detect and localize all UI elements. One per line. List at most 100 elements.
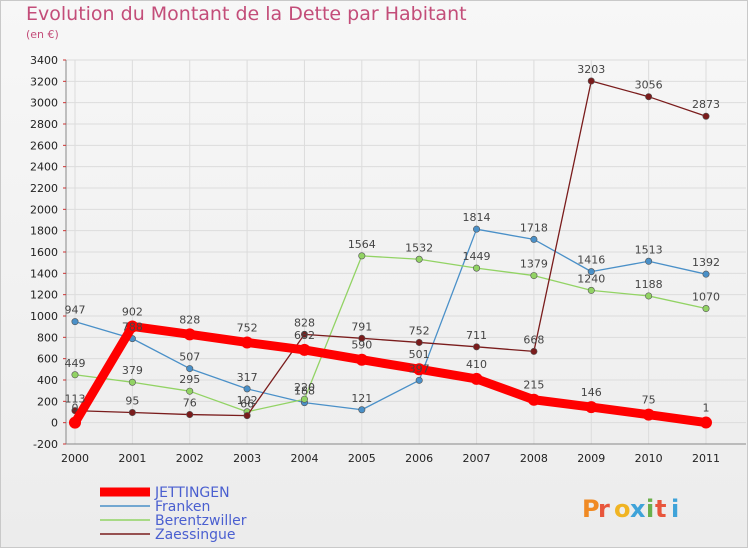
data-label: 752 [409, 324, 430, 337]
y-tick-label: 3200 [30, 75, 58, 88]
data-point [702, 270, 710, 278]
data-label: 507 [179, 351, 200, 364]
data-point [358, 252, 366, 260]
data-label: 1392 [692, 256, 720, 269]
data-point [473, 264, 481, 272]
y-tick-label: 0 [51, 417, 58, 430]
data-label: 1532 [405, 241, 433, 254]
data-label: 791 [351, 320, 372, 333]
data-label: 947 [65, 304, 86, 317]
data-labels: 947 788 507 317 188 121 397 1814 1718 1416 1513 139… [65, 63, 721, 415]
data-label: 220 [294, 381, 315, 394]
data-point [702, 305, 710, 313]
y-tick-label: 600 [37, 353, 58, 366]
data-point [587, 268, 595, 276]
data-label: 121 [351, 392, 372, 405]
data-point [128, 378, 136, 386]
data-point [645, 257, 653, 265]
data-point [71, 371, 79, 379]
data-label: 76 [183, 397, 197, 410]
x-tick-label: 2006 [405, 452, 433, 465]
proxiti-logo: Pr o x i t i [582, 495, 679, 523]
y-tick-label: -200 [33, 438, 58, 451]
data-label: 1513 [635, 243, 663, 256]
series-line-jettingen [70, 321, 711, 428]
logo-letter: t [655, 495, 666, 523]
y-tick-label: 200 [37, 395, 58, 408]
data-label: 0 [72, 402, 79, 415]
data-label: 752 [237, 321, 258, 334]
data-point [186, 365, 194, 373]
data-label: 590 [351, 339, 372, 352]
x-tick-label: 2000 [61, 452, 89, 465]
data-point [702, 112, 710, 120]
data-label: 410 [466, 358, 487, 371]
series-lines [69, 77, 712, 429]
x-tick-label: 2005 [348, 452, 376, 465]
data-point [243, 412, 251, 420]
y-tick-label: 2000 [30, 203, 58, 216]
data-point [358, 334, 366, 342]
data-label: 215 [523, 379, 544, 392]
chart-title: Evolution du Montant de la Dette par Hab… [26, 3, 467, 25]
y-tick-label: 1000 [30, 310, 58, 323]
data-point [183, 328, 196, 341]
series-line-franken [74, 228, 707, 411]
data-label: 379 [122, 364, 143, 377]
data-label: 397 [409, 362, 430, 375]
data-label: 449 [65, 357, 86, 370]
data-point [300, 395, 308, 403]
x-tick-label: 2001 [118, 452, 146, 465]
data-label: 2873 [692, 98, 720, 111]
data-label: 1449 [463, 250, 491, 263]
data-point [530, 235, 538, 243]
logo-letter: i [646, 495, 654, 523]
data-point [587, 286, 595, 294]
data-point [530, 347, 538, 355]
data-label: 95 [125, 395, 139, 408]
data-point [530, 272, 538, 280]
data-label: 3203 [577, 63, 605, 76]
x-tick-label: 2008 [520, 452, 548, 465]
legend-label: Zaessingue [155, 527, 236, 543]
logo-letter: x [630, 495, 646, 523]
data-point [415, 338, 423, 346]
legend-label: JETTINGEN [154, 485, 230, 501]
data-point [415, 255, 423, 263]
data-point [473, 343, 481, 351]
y-tick-label: 1200 [30, 289, 58, 302]
data-point [642, 408, 655, 421]
data-label: 1718 [520, 221, 548, 234]
data-label: 3056 [635, 79, 663, 92]
data-label: 295 [179, 373, 200, 386]
y-tick-label: 2600 [30, 139, 58, 152]
data-label: 1240 [577, 272, 605, 285]
data-label: 501 [409, 348, 430, 361]
grid-lines [66, 59, 746, 445]
data-point [527, 393, 540, 406]
axes: -200 0 200 400 600 800 1000 1200 1400 1600 1800 200… [30, 54, 746, 465]
x-tick-label: 2011 [692, 452, 720, 465]
data-point [645, 292, 653, 300]
data-point [241, 336, 254, 349]
logo-letter: r [598, 495, 610, 523]
data-point [470, 372, 483, 385]
data-label: 828 [294, 316, 315, 329]
data-point [186, 387, 194, 395]
x-tick-label: 2010 [635, 452, 663, 465]
data-label: 788 [122, 321, 143, 334]
y-tick-label: 2200 [30, 182, 58, 195]
y-tick-label: 1800 [30, 225, 58, 238]
logo-letter: P [582, 495, 600, 523]
data-point [645, 93, 653, 101]
data-point [128, 409, 136, 417]
data-label: 1564 [348, 238, 376, 251]
data-point [355, 353, 368, 366]
y-tick-label: 800 [37, 331, 58, 344]
data-point [71, 318, 79, 326]
data-point [243, 385, 251, 393]
data-point [413, 363, 426, 376]
data-label: 1379 [520, 258, 548, 271]
data-label: 1188 [635, 278, 663, 291]
